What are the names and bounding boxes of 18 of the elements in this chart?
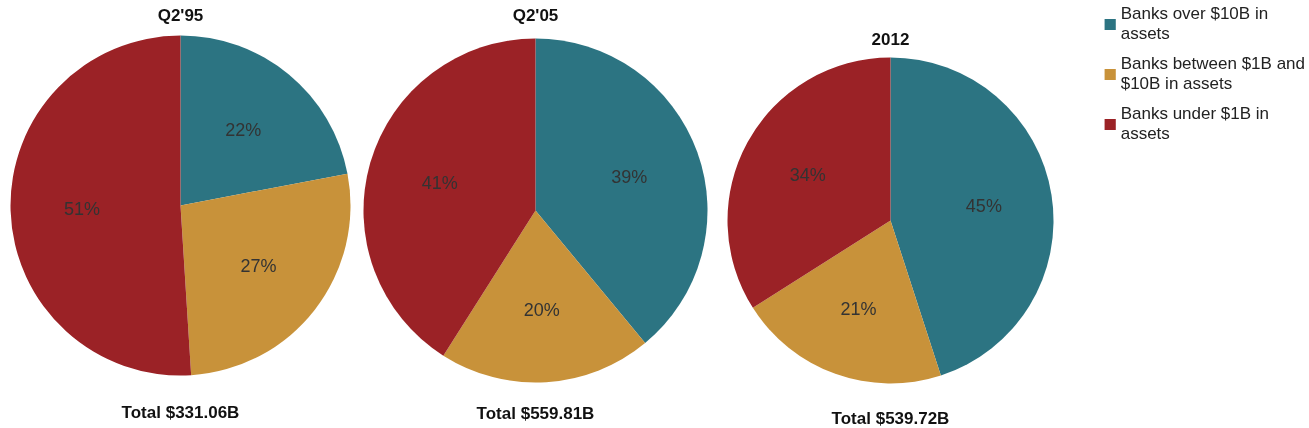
data-label: 41% [421, 172, 458, 193]
data-label: 45% [965, 195, 1002, 216]
text: 2012 [871, 29, 910, 49]
legend-label: Banks under $1B in assets [1120, 104, 1270, 144]
chart-title: Q2'05 [512, 6, 559, 25]
text: Total $539.72B [831, 409, 950, 428]
legend-label: Banks over $10B in assets [1120, 4, 1269, 44]
text: Total $331.06B [121, 403, 240, 422]
data-label: 39% [611, 166, 648, 187]
text: Total $559.81B [476, 404, 595, 423]
data-label: 21% [840, 299, 877, 320]
chart-title: Q2'95 [157, 6, 204, 25]
legend-label: Banks between $1B and $10B in assets [1120, 54, 1305, 94]
data-label: 20% [523, 300, 560, 321]
data-label: 51% [63, 198, 100, 219]
data-label: 22% [225, 119, 262, 140]
data-label: 34% [789, 164, 826, 185]
data-label: 27% [240, 255, 277, 276]
